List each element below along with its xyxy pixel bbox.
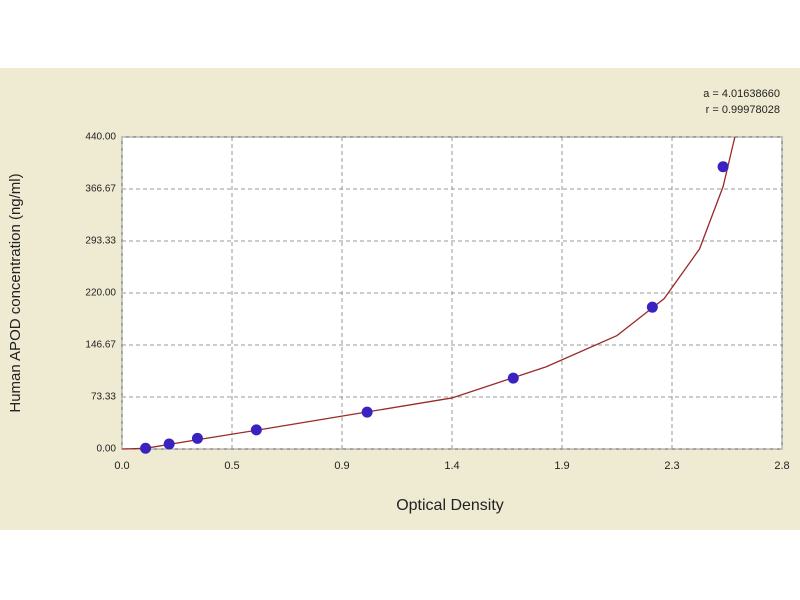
- y-tick-label: 220.00: [85, 288, 116, 299]
- x-tick-label: 1.4: [444, 460, 459, 472]
- x-tick-label: 0.5: [224, 460, 239, 472]
- x-tick-label: 1.9: [554, 460, 569, 472]
- data-point: [361, 406, 373, 418]
- x-tick-label: 0.0: [114, 460, 129, 472]
- y-tick-label: 293.33: [85, 236, 116, 247]
- y-tick-label: 366.67: [85, 184, 116, 195]
- y-tick-label: 146.67: [85, 340, 116, 351]
- data-point: [140, 442, 152, 454]
- data-point: [191, 432, 203, 444]
- data-point: [646, 301, 658, 313]
- y-tick-label: 440.00: [85, 132, 116, 143]
- data-point: [250, 424, 262, 436]
- data-point: [163, 438, 175, 450]
- annotation: a = 4.01638660: [703, 88, 780, 100]
- annotation: r = 0.99978028: [706, 104, 780, 116]
- y-axis-title: Human APOD concentration (ng/ml): [7, 173, 24, 412]
- y-tick-label: 0.00: [97, 444, 117, 455]
- fit-curve: [121, 136, 736, 450]
- data-point: [717, 161, 729, 173]
- data-point: [507, 372, 519, 384]
- x-tick-label: 2.3: [664, 460, 679, 472]
- x-axis-title: Optical Density: [396, 497, 504, 514]
- x-tick-label: 2.8: [774, 460, 789, 472]
- y-tick-label: 73.33: [91, 392, 116, 403]
- x-tick-label: 0.9: [334, 460, 349, 472]
